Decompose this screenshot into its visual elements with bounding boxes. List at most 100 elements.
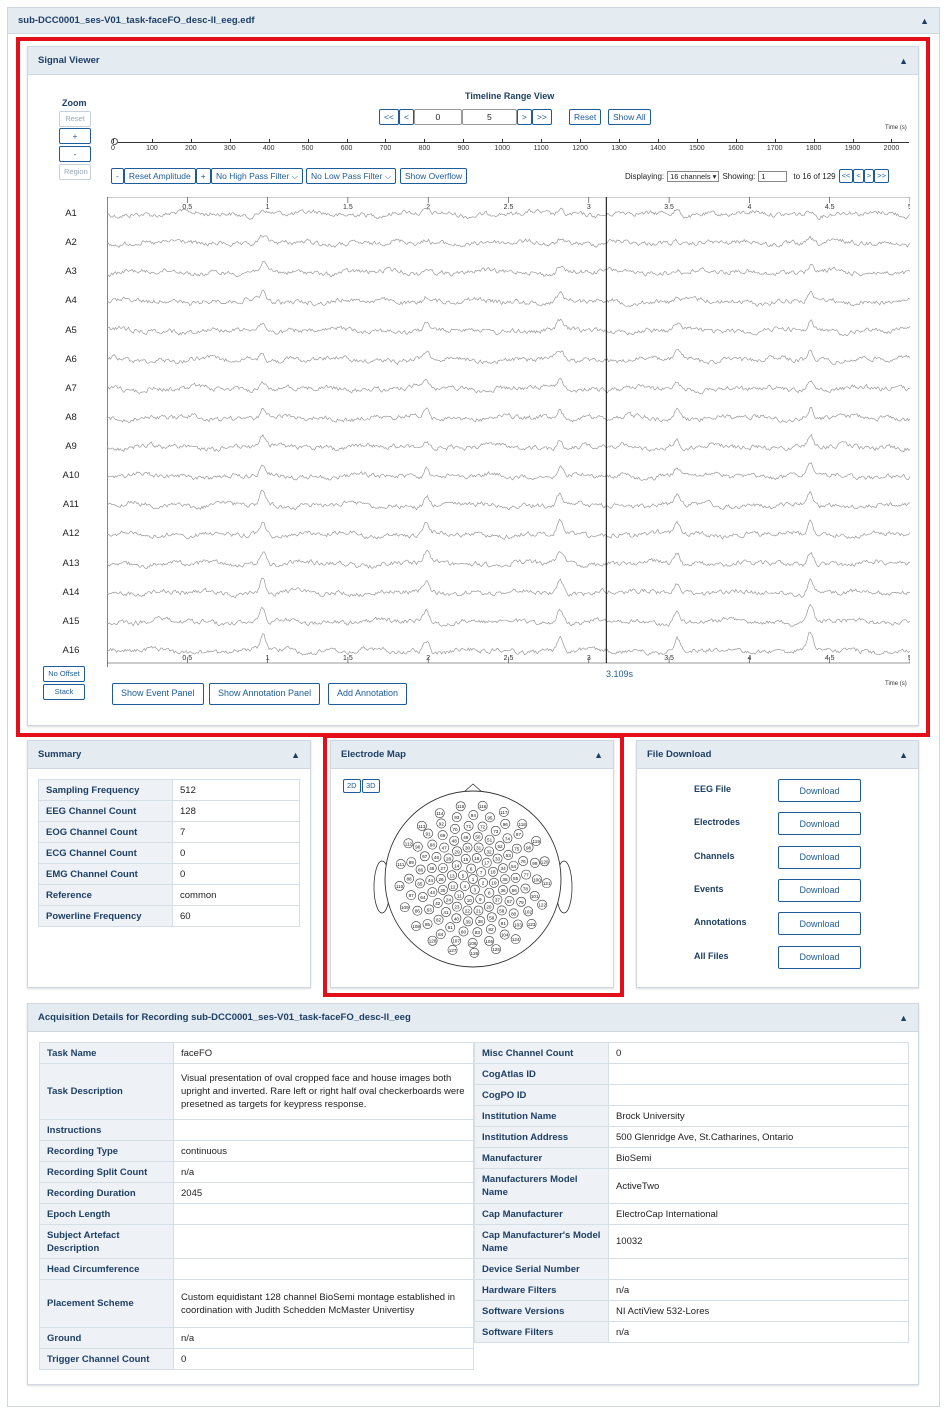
timeline-tick xyxy=(385,139,387,143)
timeline-tick xyxy=(774,139,776,143)
channel-label[interactable]: A11 xyxy=(62,499,80,511)
electrode-node-label: 120 xyxy=(541,859,549,864)
electrode-3d-button[interactable]: 3D xyxy=(362,779,380,793)
acquisition-value: 0 xyxy=(173,1348,474,1370)
collapse-icon[interactable]: ▲ xyxy=(899,1012,908,1023)
collapse-icon[interactable]: ▲ xyxy=(920,15,929,26)
zoom-reset-button[interactable]: Reset xyxy=(59,111,91,127)
download-button[interactable]: Download xyxy=(778,945,861,969)
electrode-node-label: 29 xyxy=(455,849,461,854)
channel-prev-button[interactable]: < xyxy=(853,169,864,183)
timeline-tick-label: 1700 xyxy=(766,145,783,152)
channel-next-button[interactable]: > xyxy=(863,169,875,183)
file-download-header[interactable]: File Download ▲ xyxy=(637,741,918,769)
download-button[interactable]: Download xyxy=(778,779,861,802)
electrode-node-label: 121 xyxy=(543,881,551,886)
time-tick-label: 5 xyxy=(908,655,910,662)
show-event-panel-button[interactable]: Show Event Panel xyxy=(112,683,204,705)
timeline-prev-button[interactable]: < xyxy=(398,109,414,125)
zoom-region-button[interactable]: Region xyxy=(59,164,91,180)
acquisition-key: Cap Manufacturer's Model Name xyxy=(474,1224,609,1259)
electrode-node xyxy=(449,835,460,846)
no-offset-button[interactable]: No Offset xyxy=(43,666,85,682)
electrode-node xyxy=(443,894,454,905)
electrode-node xyxy=(436,874,446,884)
electrode-node xyxy=(523,842,534,853)
download-button[interactable]: Download xyxy=(778,845,861,869)
channel-label[interactable]: A6 xyxy=(65,353,77,365)
high-pass-filter-select[interactable]: No High Pass Filter ⌵ xyxy=(211,168,304,184)
channel-label[interactable]: A5 xyxy=(65,324,77,336)
show-annotation-panel-button[interactable]: Show Annotation Panel xyxy=(209,683,321,705)
channel-label[interactable]: A4 xyxy=(65,295,77,307)
electrode-node-label: 72 xyxy=(480,825,486,830)
electrode-node xyxy=(455,801,466,812)
timeline-tick-label: 400 xyxy=(262,145,275,152)
showing-input[interactable]: 1 xyxy=(758,170,788,182)
zoom-out-button[interactable]: - xyxy=(59,146,91,162)
file-header[interactable]: sub-DCC0001_ses-V01_task-faceFO_desc-ll_… xyxy=(8,8,939,34)
download-button[interactable]: Download xyxy=(778,812,861,836)
electrode-node-label: 57 xyxy=(507,899,513,904)
channel-label[interactable]: A7 xyxy=(65,382,77,394)
collapse-icon[interactable]: ▲ xyxy=(899,749,908,760)
channel-label[interactable]: A15 xyxy=(62,615,80,627)
channel-label[interactable]: A1 xyxy=(65,208,77,219)
electrode-node xyxy=(436,818,447,829)
channel-label[interactable]: A13 xyxy=(62,557,80,569)
timeline-show-all-button[interactable]: Show All xyxy=(608,109,651,125)
channel-label[interactable]: A10 xyxy=(62,470,80,482)
electrode-node-label: 28 xyxy=(446,856,452,861)
channel-label[interactable]: A8 xyxy=(65,411,77,423)
channel-label[interactable]: A16 xyxy=(62,644,80,656)
timeline-start-input[interactable]: 0 xyxy=(413,109,462,125)
collapse-icon[interactable]: ▲ xyxy=(291,749,300,760)
electrode-2d-button[interactable]: 2D xyxy=(343,779,361,793)
timeline-tick xyxy=(541,139,543,143)
channel-label[interactable]: A9 xyxy=(65,441,77,453)
channel-last-button[interactable]: >> xyxy=(874,169,889,183)
download-button[interactable]: Download xyxy=(778,912,861,936)
electrode-node xyxy=(417,892,428,902)
electrode-node-label: 21 xyxy=(476,909,482,914)
reset-amplitude-button[interactable]: Reset Amplitude xyxy=(123,168,196,184)
acquisition-header[interactable]: Acquisition Details for Recording sub-DC… xyxy=(28,1004,918,1032)
channel-trace xyxy=(107,603,910,627)
channel-label[interactable]: A3 xyxy=(65,266,77,278)
electrode-node-label: 78 xyxy=(523,887,529,892)
show-overflow-button[interactable]: Show Overflow xyxy=(400,168,468,184)
displaying-select[interactable]: 16 channels ▾ xyxy=(667,170,720,182)
summary-header[interactable]: Summary ▲ xyxy=(28,741,310,769)
channel-label[interactable]: A2 xyxy=(65,237,77,249)
stack-button[interactable]: Stack xyxy=(43,684,85,700)
electrode-map-header[interactable]: Electrode Map ▲ xyxy=(331,741,613,769)
electrode-node xyxy=(475,894,486,904)
timeline-first-button[interactable]: << xyxy=(379,109,399,125)
timeline-next-button[interactable]: > xyxy=(516,109,532,125)
timeline-slider-handle[interactable] xyxy=(111,138,118,145)
collapse-icon[interactable]: ▲ xyxy=(594,749,603,760)
timeline-last-button[interactable]: >> xyxy=(531,109,552,125)
channel-first-button[interactable]: << xyxy=(838,169,854,183)
electrode-node-label: 42 xyxy=(435,901,441,906)
electrode-node xyxy=(437,830,448,841)
download-button[interactable]: Download xyxy=(778,878,861,902)
electrode-node-label: 6 xyxy=(470,867,473,872)
amplitude-increase-button[interactable]: + xyxy=(195,168,211,184)
collapse-icon[interactable]: ▲ xyxy=(899,55,908,66)
timeline-reset-button[interactable]: Reset xyxy=(569,109,602,125)
add-annotation-button[interactable]: Add Annotation xyxy=(328,683,408,705)
channel-label[interactable]: A14 xyxy=(62,586,80,598)
electrode-node-label: 7 xyxy=(480,870,483,875)
electrode-node xyxy=(508,908,519,919)
electrode-node xyxy=(498,885,508,895)
zoom-in-button[interactable]: + xyxy=(59,128,91,144)
timeline-slider[interactable]: 0 100 200 300 400 500 600 700 800 900 1000 1100 1200… xyxy=(111,138,909,161)
amplitude-decrease-button[interactable]: - xyxy=(111,168,124,184)
low-pass-filter-select[interactable]: No Low Pass Filter ⌵ xyxy=(306,168,397,184)
eeg-signal-plot[interactable]: 0.5 0.5 1 1 1.5 1.5 2 2 2.5 2.5 3 3 3.5 3.5 4 4 4.5 4.5 5 5 xyxy=(107,197,910,667)
signal-viewer-header[interactable]: Signal Viewer ▲ xyxy=(28,47,918,75)
channel-label[interactable]: A12 xyxy=(62,528,80,540)
timeline-end-input[interactable]: 5 xyxy=(461,109,517,125)
